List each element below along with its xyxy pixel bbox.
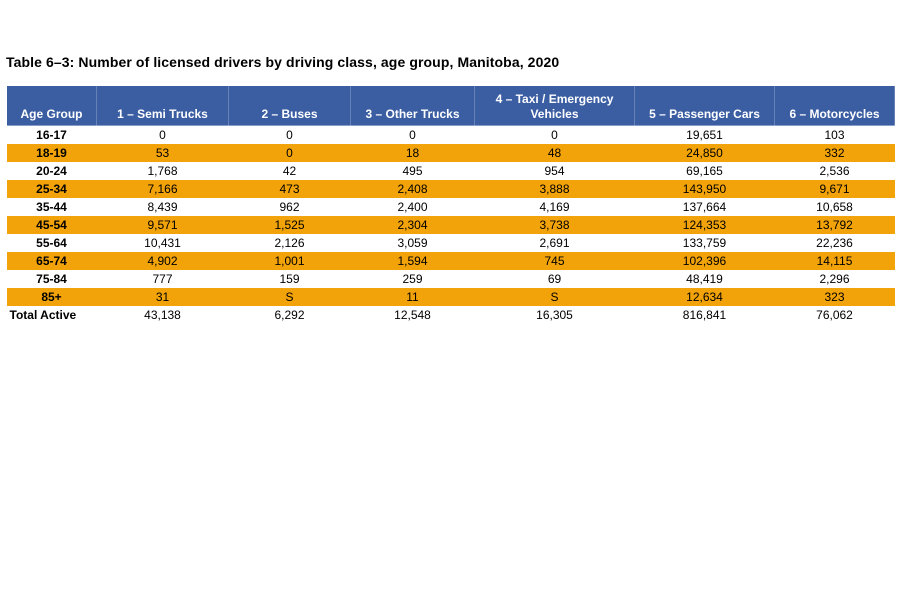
age-group-cell: 25-34 bbox=[6, 180, 97, 198]
col-header-other-trucks: 3 – Other Trucks bbox=[350, 85, 475, 126]
value-cell: 1,525 bbox=[228, 216, 351, 234]
table-row: 75-84 777 159 259 69 48,419 2,296 bbox=[6, 270, 895, 288]
value-cell: 76,062 bbox=[774, 306, 895, 324]
value-cell: 16,305 bbox=[474, 306, 635, 324]
value-cell: 43,138 bbox=[96, 306, 229, 324]
table-row: 45-54 9,571 1,525 2,304 3,738 124,353 13,792 bbox=[6, 216, 895, 234]
value-cell: 4,902 bbox=[96, 252, 229, 270]
value-cell: 259 bbox=[350, 270, 475, 288]
value-cell: 103 bbox=[774, 125, 895, 144]
col-header-motorcycles: 6 – Motorcycles bbox=[774, 85, 895, 126]
value-cell: 143,950 bbox=[634, 180, 775, 198]
col-header-buses: 2 – Buses bbox=[228, 85, 351, 126]
value-cell: 48,419 bbox=[634, 270, 775, 288]
value-cell: 2,304 bbox=[350, 216, 475, 234]
value-cell: 2,691 bbox=[474, 234, 635, 252]
age-group-cell: 45-54 bbox=[6, 216, 97, 234]
col-header-semi-trucks: 1 – Semi Trucks bbox=[96, 85, 229, 126]
table-row: 85+ 31 S 11 S 12,634 323 bbox=[6, 288, 895, 306]
value-cell: 24,850 bbox=[634, 144, 775, 162]
licensed-drivers-table: Age Group 1 – Semi Trucks 2 – Buses 3 – … bbox=[6, 85, 895, 324]
value-cell: 48 bbox=[474, 144, 635, 162]
value-cell: 159 bbox=[228, 270, 351, 288]
value-cell: 777 bbox=[96, 270, 229, 288]
value-cell: 0 bbox=[228, 144, 351, 162]
value-cell: 0 bbox=[474, 125, 635, 144]
value-cell: 102,396 bbox=[634, 252, 775, 270]
value-cell: 495 bbox=[350, 162, 475, 180]
value-cell: 816,841 bbox=[634, 306, 775, 324]
value-cell: 53 bbox=[96, 144, 229, 162]
value-cell: 3,059 bbox=[350, 234, 475, 252]
value-cell: 133,759 bbox=[634, 234, 775, 252]
value-cell: 954 bbox=[474, 162, 635, 180]
age-group-cell: 16-17 bbox=[6, 125, 97, 144]
value-cell: 0 bbox=[228, 125, 351, 144]
value-cell: 0 bbox=[350, 125, 475, 144]
value-cell: 1,594 bbox=[350, 252, 475, 270]
col-header-taxi-emergency: 4 – Taxi / Emergency Vehicles bbox=[474, 85, 635, 126]
value-cell: 1,001 bbox=[228, 252, 351, 270]
value-cell: 2,408 bbox=[350, 180, 475, 198]
value-cell: 19,651 bbox=[634, 125, 775, 144]
value-cell: 962 bbox=[228, 198, 351, 216]
value-cell: 1,768 bbox=[96, 162, 229, 180]
value-cell: 10,658 bbox=[774, 198, 895, 216]
value-cell: 3,888 bbox=[474, 180, 635, 198]
table-row: 18-19 53 0 18 48 24,850 332 bbox=[6, 144, 895, 162]
value-cell: 9,571 bbox=[96, 216, 229, 234]
value-cell: 2,536 bbox=[774, 162, 895, 180]
table-row: 35-44 8,439 962 2,400 4,169 137,664 10,658 bbox=[6, 198, 895, 216]
total-active-row: Total Active 43,138 6,292 12,548 16,305 816,8… bbox=[6, 306, 895, 324]
value-cell: 2,126 bbox=[228, 234, 351, 252]
value-cell: 0 bbox=[96, 125, 229, 144]
value-cell: 473 bbox=[228, 180, 351, 198]
table-row: 55-64 10,431 2,126 3,059 2,691 133,759 22,236 bbox=[6, 234, 895, 252]
table-row: 16-17 0 0 0 0 19,651 103 bbox=[6, 125, 895, 144]
value-cell: 332 bbox=[774, 144, 895, 162]
col-header-age-group: Age Group bbox=[6, 85, 97, 126]
value-cell: S bbox=[228, 288, 351, 306]
header-row: Age Group 1 – Semi Trucks 2 – Buses 3 – … bbox=[6, 85, 895, 126]
table-row: 20-24 1,768 42 495 954 69,165 2,536 bbox=[6, 162, 895, 180]
age-group-cell: 75-84 bbox=[6, 270, 97, 288]
value-cell: 14,115 bbox=[774, 252, 895, 270]
value-cell: 9,671 bbox=[774, 180, 895, 198]
value-cell: 3,738 bbox=[474, 216, 635, 234]
table-row: 25-34 7,166 473 2,408 3,888 143,950 9,671 bbox=[6, 180, 895, 198]
value-cell: 7,166 bbox=[96, 180, 229, 198]
value-cell: 2,296 bbox=[774, 270, 895, 288]
table-title: Table 6–3: Number of licensed drivers by… bbox=[6, 54, 560, 70]
value-cell: 13,792 bbox=[774, 216, 895, 234]
value-cell: 2,400 bbox=[350, 198, 475, 216]
value-cell: 6,292 bbox=[228, 306, 351, 324]
value-cell: 137,664 bbox=[634, 198, 775, 216]
value-cell: 12,548 bbox=[350, 306, 475, 324]
col-header-passenger-cars: 5 – Passenger Cars bbox=[634, 85, 775, 126]
age-group-cell: 85+ bbox=[6, 288, 97, 306]
age-group-cell: 55-64 bbox=[6, 234, 97, 252]
value-cell: 18 bbox=[350, 144, 475, 162]
age-group-cell: 18-19 bbox=[6, 144, 97, 162]
value-cell: 69 bbox=[474, 270, 635, 288]
value-cell: 323 bbox=[774, 288, 895, 306]
value-cell: 12,634 bbox=[634, 288, 775, 306]
value-cell: 11 bbox=[350, 288, 475, 306]
value-cell: 745 bbox=[474, 252, 635, 270]
value-cell: S bbox=[474, 288, 635, 306]
value-cell: 8,439 bbox=[96, 198, 229, 216]
value-cell: 69,165 bbox=[634, 162, 775, 180]
value-cell: 4,169 bbox=[474, 198, 635, 216]
value-cell: 42 bbox=[228, 162, 351, 180]
value-cell: 10,431 bbox=[96, 234, 229, 252]
table-row: 65-74 4,902 1,001 1,594 745 102,396 14,115 bbox=[6, 252, 895, 270]
age-group-cell: 35-44 bbox=[6, 198, 97, 216]
value-cell: 124,353 bbox=[634, 216, 775, 234]
age-group-cell: 65-74 bbox=[6, 252, 97, 270]
age-group-cell: 20-24 bbox=[6, 162, 97, 180]
value-cell: 22,236 bbox=[774, 234, 895, 252]
value-cell: 31 bbox=[96, 288, 229, 306]
age-group-cell: Total Active bbox=[6, 306, 97, 324]
